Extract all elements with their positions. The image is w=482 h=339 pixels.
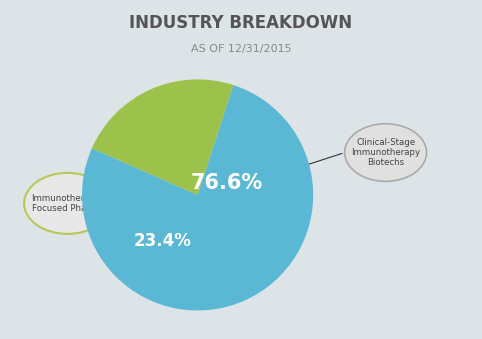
Text: 76.6%: 76.6% <box>190 173 263 193</box>
Wedge shape <box>92 79 233 195</box>
Text: 23.4%: 23.4% <box>134 232 192 250</box>
Text: AS OF 12/31/2015: AS OF 12/31/2015 <box>191 44 291 54</box>
Wedge shape <box>82 85 313 311</box>
Circle shape <box>24 173 111 234</box>
Text: Clinical-Stage
Immunotherapy
Biotechs: Clinical-Stage Immunotherapy Biotechs <box>351 138 420 167</box>
Text: Immunotherapy-
Focused Pharma: Immunotherapy- Focused Pharma <box>31 194 104 213</box>
Circle shape <box>345 124 427 181</box>
Text: INDUSTRY BREAKDOWN: INDUSTRY BREAKDOWN <box>130 14 352 32</box>
